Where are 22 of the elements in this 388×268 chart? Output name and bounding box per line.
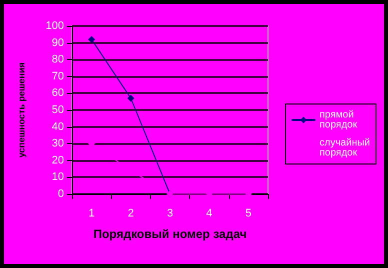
x-tick-label: 4	[206, 208, 212, 220]
y-tick-label: 30	[52, 138, 64, 150]
x-tick-label: 1	[88, 208, 95, 220]
x-tick-label: 2	[128, 208, 134, 220]
y-tick-label: 20	[52, 154, 64, 166]
y-tick-label: 90	[52, 36, 64, 49]
x-tick-label: 3	[166, 208, 174, 220]
y-tick-label: 0	[58, 188, 64, 200]
y-tick-label: 40	[52, 120, 64, 133]
y-axis-title: успешность решения	[16, 62, 26, 158]
y-tick-label: 10	[52, 171, 64, 184]
y-tick-label: 50	[52, 104, 64, 116]
y-tick-label: 100	[46, 20, 64, 32]
x-axis-title: Порядковый номер задач	[93, 227, 247, 241]
point	[127, 94, 134, 102]
y-tick-label: 80	[52, 54, 64, 66]
legend-label: прямой порядок	[320, 110, 358, 130]
y-tick-label: 70	[52, 70, 64, 82]
point	[88, 36, 96, 43]
y-tick-label: 60	[52, 87, 64, 100]
x-tick-label: 5	[245, 208, 252, 220]
text: случайный порядок	[320, 138, 370, 158]
